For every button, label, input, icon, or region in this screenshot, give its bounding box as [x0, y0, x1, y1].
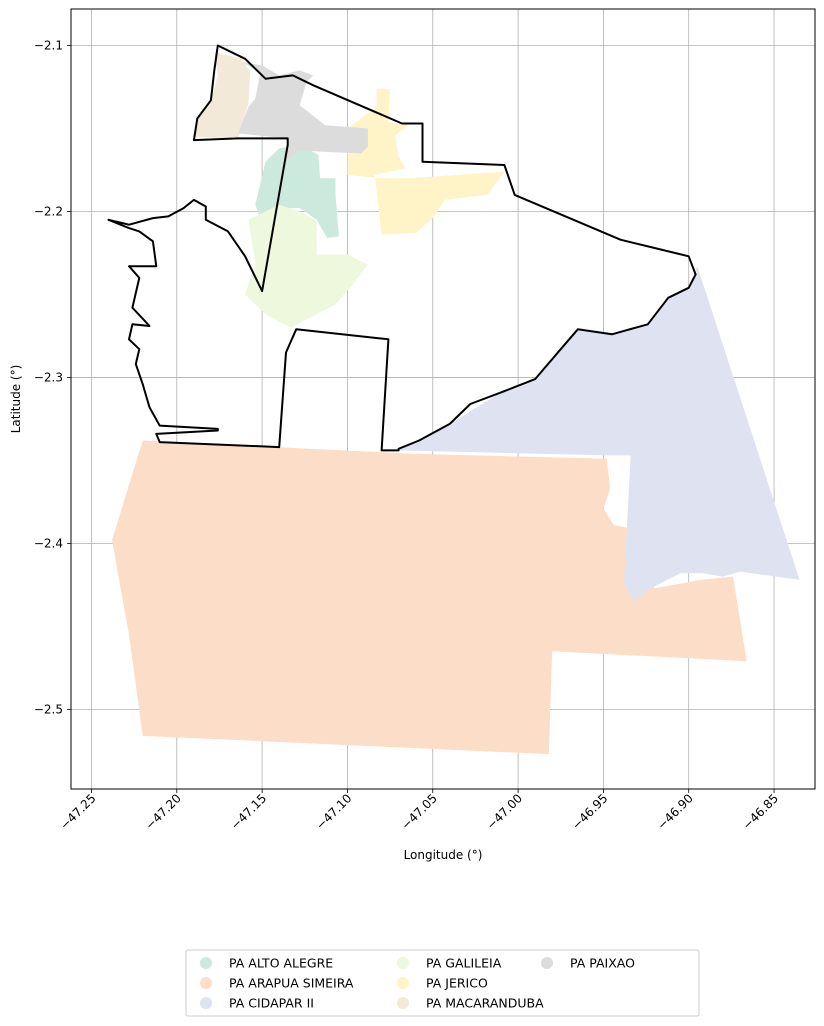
- legend-label: PA ALTO ALEGRE: [229, 956, 333, 971]
- legend: PA ALTO ALEGRE PA ARAPUA SIMEIRA PA CIDAPA…: [185, 949, 700, 1017]
- y-tick-label: −2.4: [34, 536, 63, 550]
- x-tick-label: −47.00: [484, 791, 525, 832]
- x-tick-label: −47.05: [399, 791, 440, 832]
- x-tick-label: −47.25: [57, 791, 98, 832]
- legend-label: PA PAIXAO: [570, 956, 635, 971]
- legend-label: PA ARAPUA SIMEIRA: [229, 976, 354, 991]
- legend-marker: [397, 977, 409, 989]
- x-axis-label: Longitude (°): [404, 848, 483, 862]
- y-axis-ticks: −2.1 −2.2 −2.3 −2.4 −2.5: [34, 39, 71, 716]
- plot-frame: [70, 8, 816, 790]
- legend-marker: [397, 957, 409, 969]
- x-tick-label: −46.85: [740, 791, 781, 832]
- municipality-boundary: [107, 44, 697, 452]
- settlement-regions: [112, 52, 800, 755]
- legend-label: PA CIDAPAR II: [229, 996, 314, 1011]
- x-tick-label: −47.20: [143, 791, 184, 832]
- x-tick-label: −47.10: [313, 791, 354, 832]
- legend-label: PA GALILEIA: [426, 956, 502, 971]
- y-tick-label: −2.5: [34, 702, 63, 716]
- y-tick-label: −2.3: [34, 370, 63, 384]
- region-pa-alto-alegre: [255, 145, 339, 238]
- region-pa-arapua-simeira: [112, 440, 747, 755]
- legend-marker: [200, 997, 212, 1009]
- x-tick-label: −46.95: [569, 791, 610, 832]
- y-axis-label: Latitude (°): [9, 365, 23, 434]
- x-tick-label: −47.15: [228, 791, 269, 832]
- region-pa-paixao: [238, 62, 368, 162]
- legend-marker: [541, 957, 553, 969]
- y-tick-label: −2.2: [34, 204, 63, 218]
- y-tick-label: −2.1: [34, 39, 63, 53]
- legend-marker: [200, 977, 212, 989]
- region-pa-cidapar-ii: [398, 266, 800, 602]
- legend-marker: [397, 997, 409, 1009]
- region-pa-galileia: [245, 204, 368, 328]
- boundary-outline: [107, 44, 697, 452]
- legend-label: PA MACARANDUBA: [426, 996, 544, 1011]
- legend-marker: [200, 957, 212, 969]
- legend-frame: [185, 949, 700, 1017]
- region-pa-macaranduba: [193, 52, 251, 139]
- x-tick-label: −46.90: [655, 791, 696, 832]
- legend-label: PA JERICO: [426, 976, 488, 991]
- region-pa-jerico: [347, 88, 505, 235]
- x-axis-ticks: −47.25 −47.20 −47.15 −47.10 −47.05 −47.00 −46.…: [57, 789, 781, 833]
